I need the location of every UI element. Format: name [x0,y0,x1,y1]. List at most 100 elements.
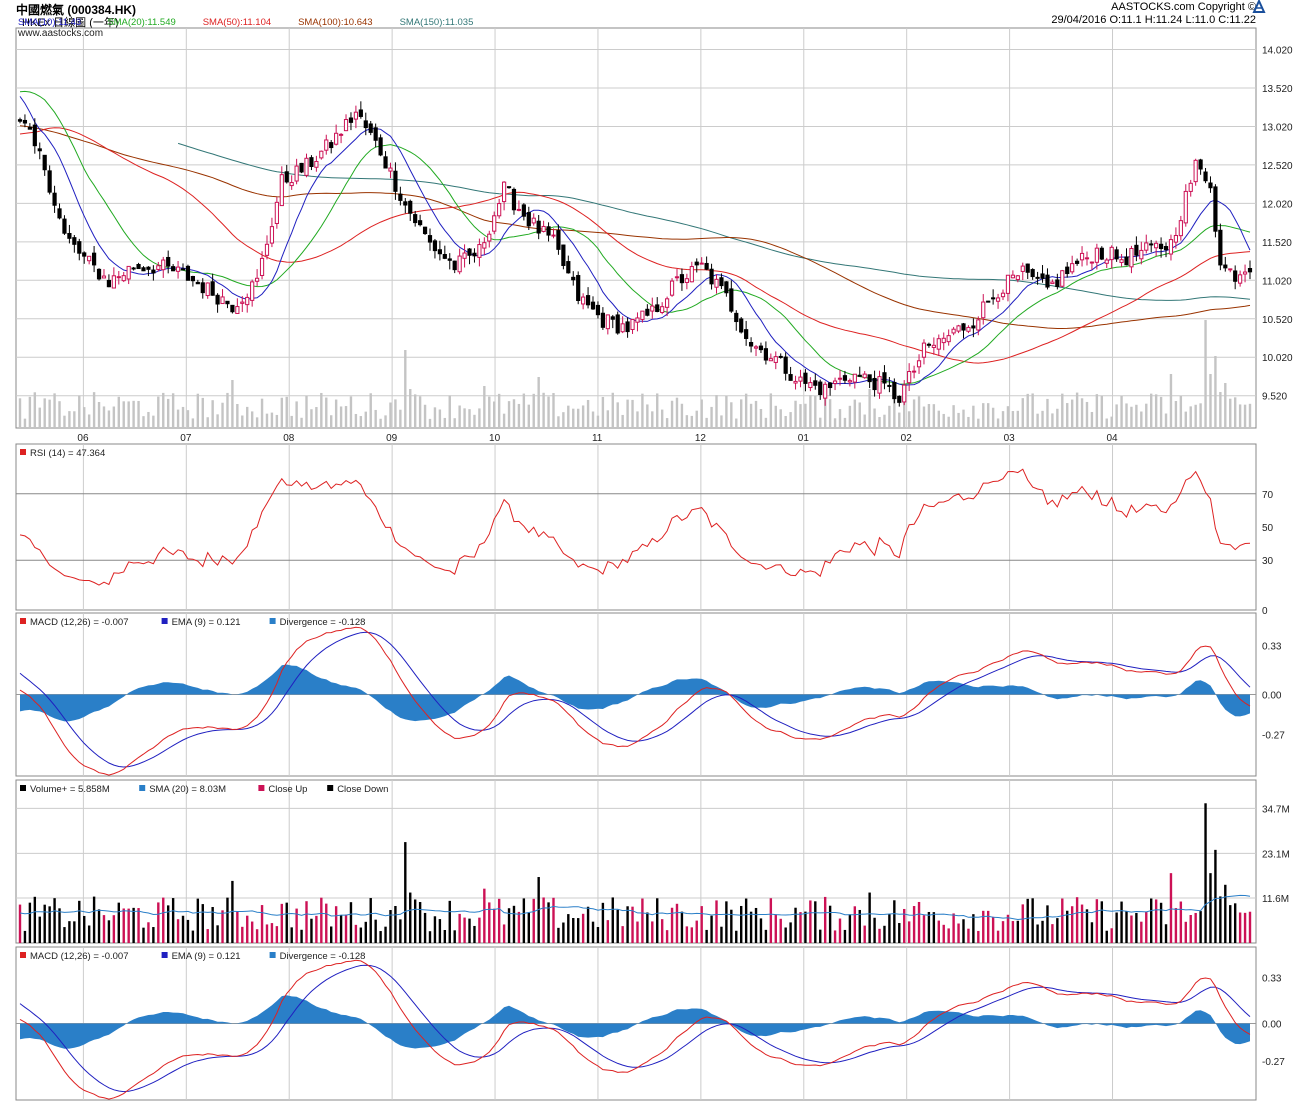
candle-body [17,119,23,122]
price-volume-ghost-bar [1204,320,1207,428]
candle-body [1114,249,1119,260]
candle-body [37,148,42,152]
price-volume-ghost-bar [1090,411,1094,428]
price-volume-ghost-bar [764,417,768,428]
volume-bar [759,918,763,943]
volume-bar [878,928,881,943]
candle-body [32,124,37,147]
price-volume-ghost-bar [413,394,417,428]
price-volume-ghost-bar [828,399,832,428]
month-axis-label: 12 [695,433,707,444]
volume-bar [1140,921,1143,943]
sma-legend-item: SMA(150):11.035 [400,17,474,28]
candle-body [166,256,171,267]
volume-bar [1011,921,1015,943]
price-volume-ghost-bar [157,396,160,428]
price-volume-ghost-bar [275,414,279,428]
price-volume-ghost-bar [438,409,442,428]
macd2-legend-swatch [269,952,276,958]
price-volume-ghost-bar [171,393,175,428]
candle-body [595,304,601,316]
price-volume-ghost-bar [641,393,644,428]
month-axis-label: 09 [386,433,398,444]
volume-bar [438,919,442,943]
candle-body [492,215,497,232]
volume-bar [349,902,353,943]
candle-body [645,308,650,316]
candle-body [467,248,472,256]
price-volume-ghost-bar [231,380,234,428]
price-volume-ghost-bar [848,405,852,428]
volume-bar [1233,903,1237,943]
volume-bar [912,906,916,943]
volume-bar [1154,899,1158,943]
macd2-divergence-area [20,995,1250,1049]
candle-body [832,380,838,384]
volume-bar [1006,914,1010,943]
volume-bar [833,930,837,943]
sma-legend-item: SMA(20):11.549 [107,17,175,28]
candle-body [768,358,773,362]
candle-body [304,157,309,176]
price-volume-ghost-bar [972,405,975,428]
volume-bar [418,902,422,943]
candle-body [27,126,32,130]
price-volume-ghost-bar [1026,393,1029,428]
candle-body [452,260,457,271]
candle-body [857,374,862,377]
volume-bar [117,902,120,943]
volume-bar [764,929,768,943]
volume-bar [641,898,644,943]
macd-legend-swatch [161,618,168,624]
volume-bar [1229,905,1232,943]
candle-body [921,342,927,358]
candle-body [1060,270,1065,287]
volume-legend-text: SMA (20) = 8.03M [149,784,226,795]
candle-body [803,372,808,384]
volume-bar [986,910,990,943]
candle-body [1144,242,1149,251]
price-volume-ghost-bar [458,405,461,428]
price-volume-ghost-bar [191,418,195,428]
candle-body [902,384,907,403]
price-volume-ghost-bar [1006,406,1010,428]
volume-bar [379,931,382,943]
candle-body [1104,259,1109,264]
volume-bar [957,923,960,943]
candle-body [882,372,887,384]
price-volume-ghost-bar [591,411,595,428]
volume-bar [977,930,980,943]
candle-body [551,234,556,237]
price-volume-ghost-bar [260,398,264,428]
price-volume-ghost-bar [409,389,412,428]
price-volume-ghost-bar [428,418,432,428]
candle-body [665,298,670,308]
volume-bar [522,898,526,943]
volume-bar [502,924,506,943]
price-volume-ghost-bar [1031,393,1034,428]
price-volume-ghost-bar [1120,395,1123,428]
chart-title: 中國燃氣 (000384.HK) [16,3,137,17]
price-volume-ghost-bar [502,413,506,428]
volume-bar [310,918,313,943]
volume-bar [171,898,175,943]
rsi-axis-tick: 0 [1262,606,1268,617]
price-volume-ghost-bar [552,393,555,428]
price-volume-ghost-bar [823,392,827,428]
volume-bar [710,915,713,943]
candle-body [116,276,121,279]
volume-bar [28,902,32,943]
price-volume-ghost-bar [1179,395,1183,428]
volume-bar [325,903,328,943]
volume-bar [270,923,274,943]
candle-body [245,296,250,306]
price-axis-tick: 13.520 [1262,84,1293,95]
price-volume-ghost-bar [695,410,698,428]
volume-bar [685,926,689,943]
price-volume-ghost-bar [28,396,32,428]
volume-bar [962,919,965,943]
volume-bar [1026,898,1029,943]
volume-bar [631,906,634,943]
volume-bar [1184,921,1187,943]
candle-body [1242,271,1248,275]
